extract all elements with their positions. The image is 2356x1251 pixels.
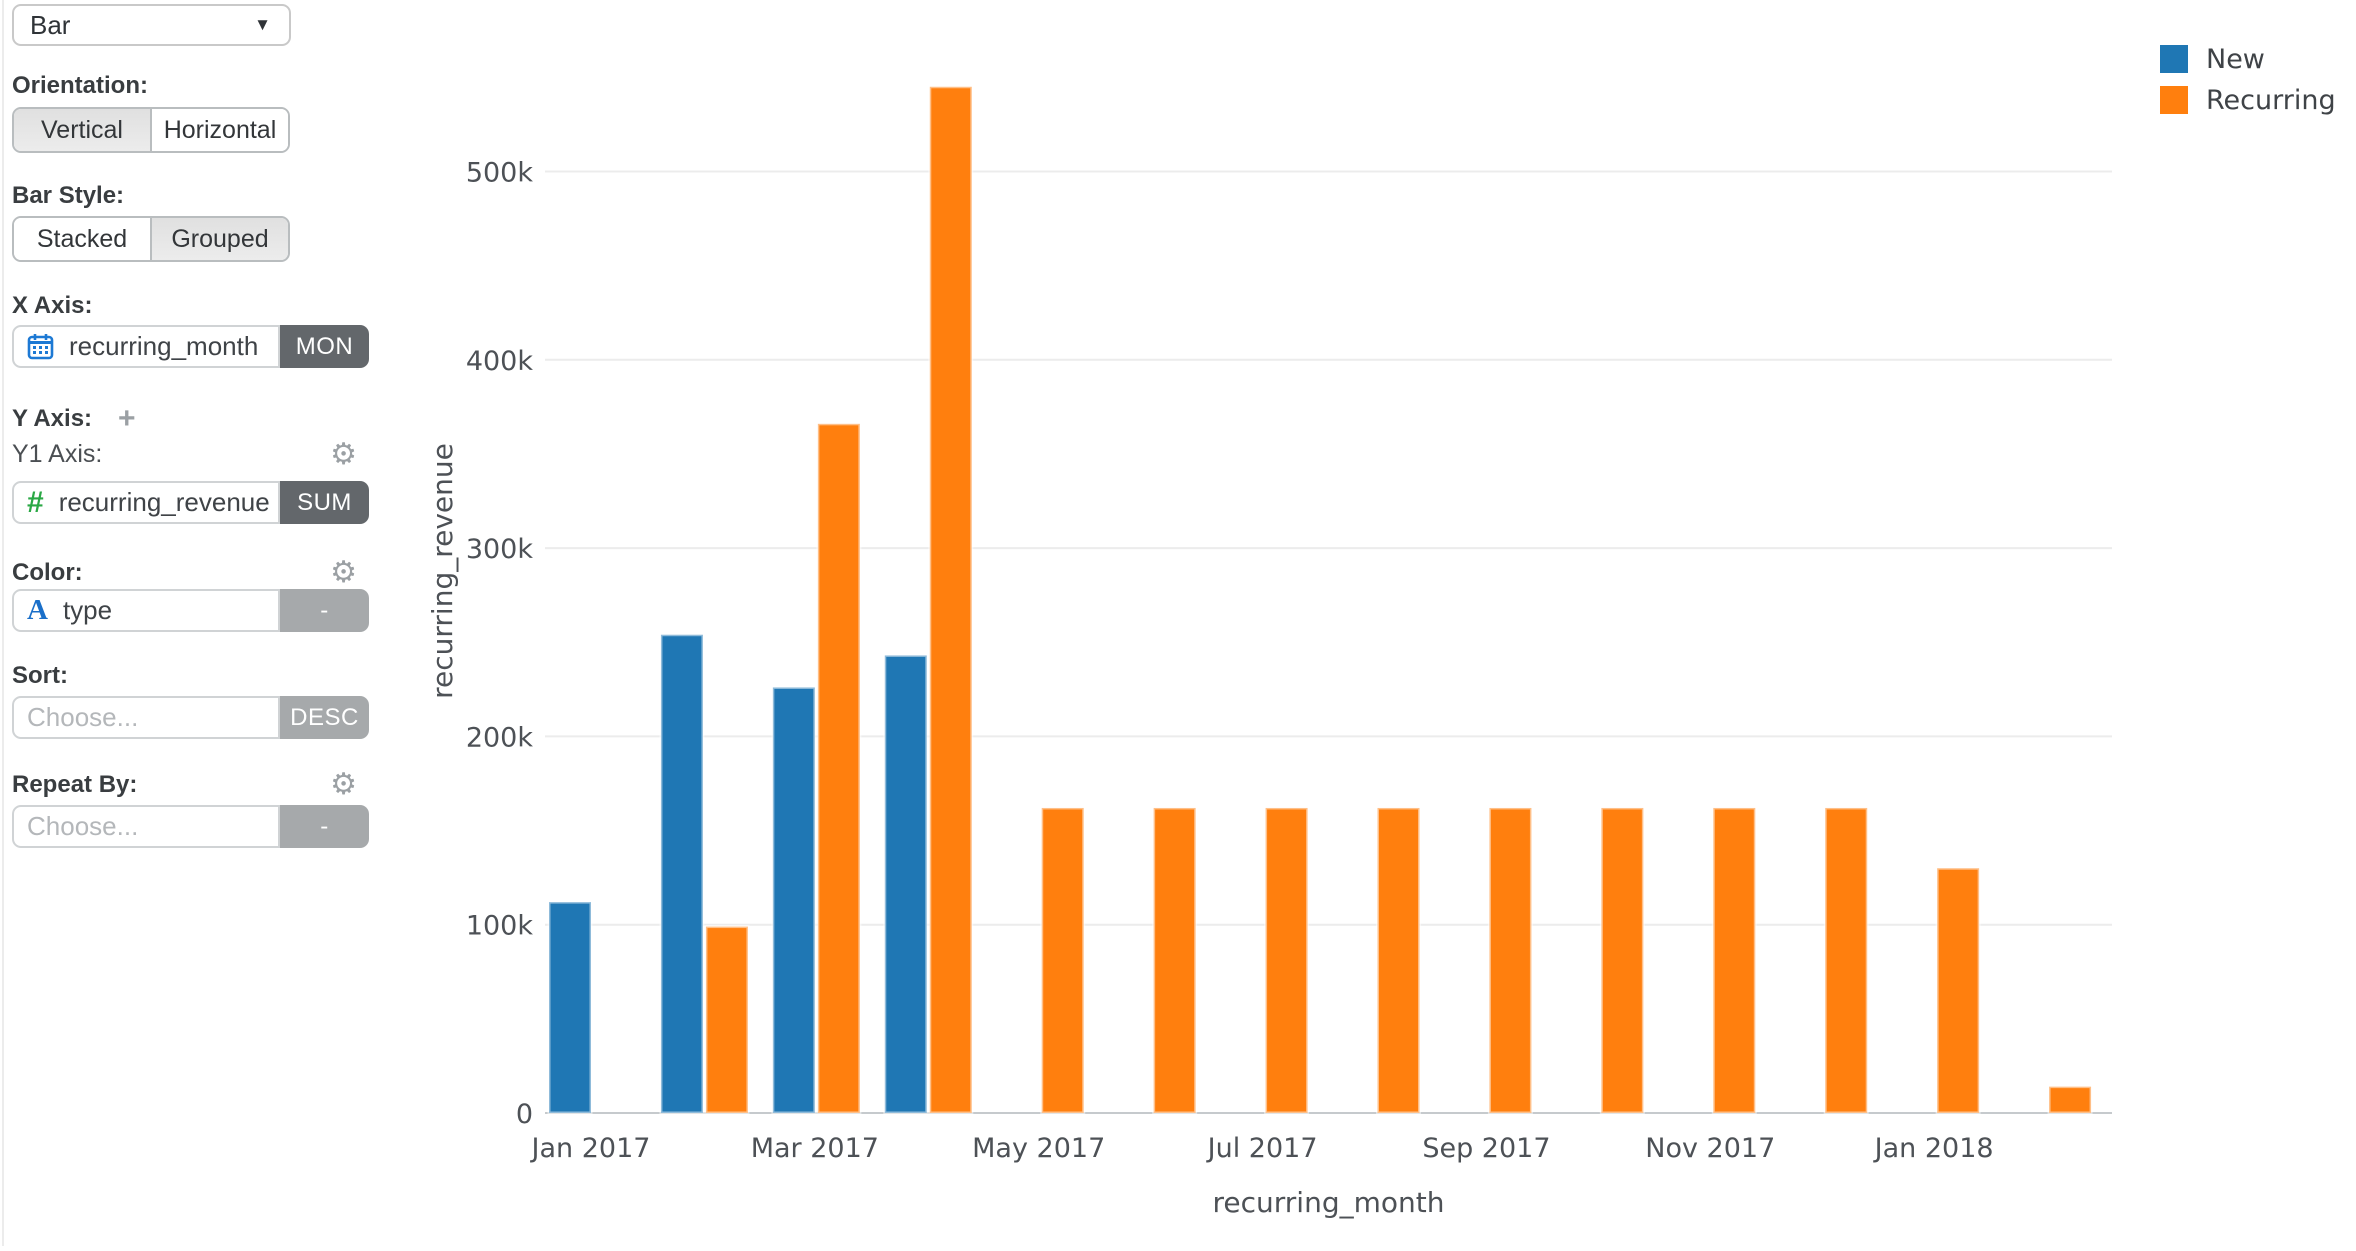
x-axis-title: recurring_month (1213, 1186, 1445, 1219)
bar-recurring-oct-2017[interactable] (1599, 806, 1645, 1115)
y-tick-label: 500k (466, 158, 534, 189)
bar-new-mar-2017[interactable] (771, 685, 817, 1115)
text-field-icon: A (27, 594, 48, 626)
orientation-horizontal-button[interactable]: Horizontal (150, 109, 288, 151)
sort-field-row: Choose... DESC (12, 696, 369, 739)
sort-field[interactable]: Choose... (12, 696, 280, 739)
sort-direction-badge[interactable]: DESC (280, 696, 369, 739)
chart-type-select[interactable]: Bar ▼ (12, 4, 291, 46)
bar-recurring-may-2017[interactable] (1040, 806, 1086, 1115)
bar-recurring-nov-2017[interactable] (1711, 806, 1757, 1115)
x-tick-label: Jan 2018 (1873, 1133, 1994, 1164)
y-tick-label: 0 (516, 1099, 533, 1130)
y-axis-label: Y Axis: + (12, 402, 369, 436)
x-axis-label: X Axis: (12, 292, 93, 319)
add-y-axis-icon[interactable]: + (118, 402, 136, 435)
orientation-vertical-button[interactable]: Vertical (14, 109, 150, 151)
y1-axis-field-row: # recurring_revenue SUM (12, 481, 369, 524)
color-gear-icon[interactable]: ⚙ (330, 556, 357, 589)
repeat-by-field[interactable]: Choose... (12, 805, 280, 848)
orientation-toggle: Vertical Horizontal (12, 107, 290, 153)
orientation-label: Orientation: (12, 72, 148, 99)
calendar-icon (27, 334, 54, 360)
y-tick-label: 100k (466, 911, 534, 942)
number-field-icon: # (27, 485, 44, 519)
repeat-by-label: Repeat By: ⚙ (12, 768, 357, 801)
x-tick-label: Sep 2017 (1422, 1133, 1550, 1164)
chart-type-value: Bar (30, 9, 71, 40)
chevron-down-icon: ▼ (254, 15, 271, 34)
x-axis-field[interactable]: recurring_month (12, 325, 280, 368)
bar-recurring-sep-2017[interactable] (1487, 806, 1533, 1115)
repeat-by-placeholder: Choose... (27, 811, 139, 841)
legend-swatch-recurring[interactable] (2160, 86, 2188, 114)
chart-settings-sidebar: Bar ▼ Orientation: Vertical Horizontal B… (12, 0, 372, 1246)
legend-swatch-new[interactable] (2160, 45, 2188, 73)
color-field-value: type (62, 595, 113, 625)
y1-axis-field-value: recurring_revenue (58, 487, 270, 517)
legend-label-recurring[interactable]: Recurring (2206, 85, 2336, 116)
x-tick-label: May 2017 (972, 1133, 1105, 1164)
y-tick-label: 400k (466, 346, 534, 377)
y-axis-title: recurring_revenue (426, 443, 459, 699)
bar-new-feb-2017[interactable] (659, 633, 705, 1115)
color-field[interactable]: A type (12, 589, 280, 632)
bar-style-label: Bar Style: (12, 182, 125, 209)
color-aggregation-badge[interactable]: - (280, 589, 369, 632)
x-axis-field-value: recurring_month (69, 331, 259, 361)
bar-recurring-jun-2017[interactable] (1152, 806, 1198, 1115)
bar-recurring-apr-2017[interactable] (928, 85, 974, 1115)
repeat-by-field-row: Choose... - (12, 805, 369, 848)
x-tick-label: Nov 2017 (1645, 1133, 1775, 1164)
panel-edge-divider (2, 0, 4, 1246)
color-label: Color: ⚙ (12, 556, 357, 589)
bar-new-jan-2017[interactable] (547, 900, 593, 1115)
y1-axis-field[interactable]: # recurring_revenue (12, 481, 280, 524)
bar-recurring-feb-2017[interactable] (704, 925, 750, 1115)
y1-axis-gear-icon[interactable]: ⚙ (330, 438, 357, 471)
bar-style-toggle: Stacked Grouped (12, 216, 290, 262)
bar-recurring-mar-2017[interactable] (816, 422, 862, 1115)
bar-recurring-jul-2017[interactable] (1264, 806, 1310, 1115)
bar-recurring-dec-2017[interactable] (1823, 806, 1869, 1115)
repeat-by-gear-icon[interactable]: ⚙ (330, 768, 357, 801)
bar-style-stacked-button[interactable]: Stacked (14, 218, 150, 260)
bar-recurring-feb-2018[interactable] (2047, 1085, 2093, 1115)
x-tick-label: Mar 2017 (751, 1133, 879, 1164)
y-tick-label: 300k (466, 534, 534, 565)
x-tick-label: Jan 2017 (530, 1133, 651, 1164)
bar-recurring-aug-2017[interactable] (1376, 806, 1421, 1115)
bar-recurring-jan-2018[interactable] (1935, 866, 1981, 1115)
repeat-by-aggregation-badge[interactable]: - (280, 805, 369, 848)
bar-new-apr-2017[interactable] (883, 653, 929, 1115)
x-axis-field-row: recurring_month MON (12, 325, 369, 368)
bar-style-grouped-button[interactable]: Grouped (150, 218, 288, 260)
sort-label: Sort: (12, 662, 68, 689)
x-tick-label: Jul 2017 (1206, 1133, 1318, 1164)
legend-label-new[interactable]: New (2206, 44, 2265, 75)
y1-axis-aggregation-badge[interactable]: SUM (280, 481, 369, 524)
y-tick-label: 200k (466, 722, 534, 753)
sort-placeholder: Choose... (27, 702, 139, 732)
color-field-row: A type - (12, 589, 369, 632)
y1-axis-label: Y1 Axis: ⚙ (12, 438, 357, 471)
x-axis-aggregation-badge[interactable]: MON (280, 325, 369, 368)
